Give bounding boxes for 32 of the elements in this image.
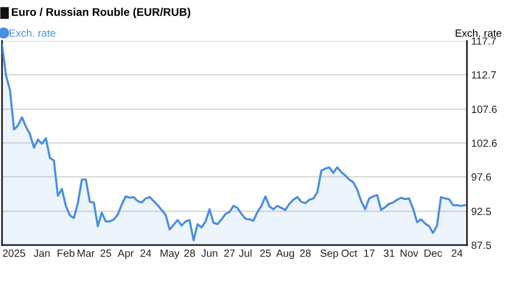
x-tick-label: Jun (201, 250, 218, 257)
x-tick-label: 27 (224, 250, 235, 257)
x-tick-label: Jul (238, 249, 252, 257)
x-tick-label: Feb (58, 249, 74, 257)
x-tick-label: 2025 (2, 250, 26, 257)
x-tick-label: Oct (342, 250, 358, 257)
x-tick-label: Mar (78, 250, 95, 257)
x-tick-label: 31 (384, 250, 394, 257)
y-tick-label: 117.7 (472, 38, 496, 45)
x-tick-label: 25 (260, 250, 271, 257)
x-tick-label: Sep (320, 250, 338, 259)
x-tick-label: Dec (424, 250, 442, 257)
x-tick-label: 17 (364, 250, 374, 257)
y-tick-label: 102.6 (472, 139, 497, 147)
x-tick-label: Apr (118, 250, 134, 259)
x-tick-label: 25 (100, 250, 112, 257)
x-tick-label: Jan (34, 250, 50, 257)
x-tick-label: 24 (452, 250, 462, 257)
x-tick-label: Aug (276, 250, 294, 259)
x-tick-label: 28 (300, 250, 311, 257)
y-tick-label: 92.5 (472, 208, 491, 216)
legend-label: Exch. rate (10, 29, 56, 37)
y-axis-title: Exch. rate (456, 29, 502, 37)
x-tick-label: May (160, 250, 180, 259)
x-tick-label: 24 (140, 250, 152, 257)
y-tick-label: 107.6 (472, 106, 497, 114)
x-tick-label: Nov (400, 250, 418, 257)
y-tick-label: 112.7 (472, 71, 496, 78)
x-tick-label: 28 (184, 250, 195, 257)
chart-title: Euro / Russian Rouble (EUR/RUB) (12, 8, 190, 18)
y-tick-label: 97.6 (472, 173, 491, 181)
y-tick-label: 87.5 (472, 242, 491, 249)
